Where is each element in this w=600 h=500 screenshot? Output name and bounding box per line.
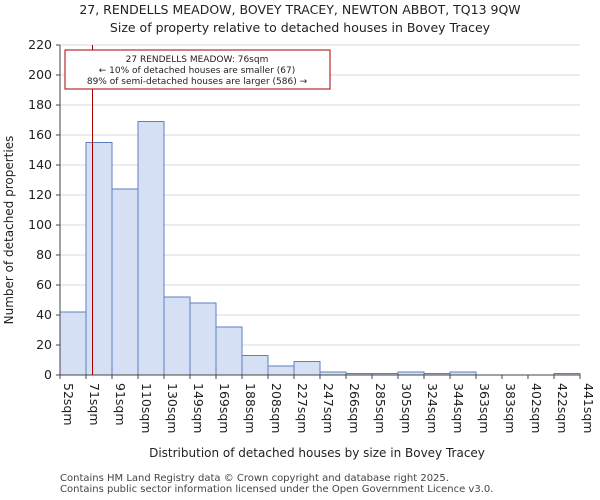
y-tick-label-100: 100	[28, 217, 52, 232]
x-tick-label-91sqm: 91sqm	[113, 383, 128, 426]
y-tick-label-80: 80	[36, 247, 52, 262]
bars	[59, 121, 581, 376]
annotation-line-3: 89% of semi-detached houses are larger (…	[87, 77, 308, 87]
x-tick-label-130sqm: 130sqm	[165, 383, 180, 433]
x-tick-label-285sqm: 285sqm	[373, 383, 388, 433]
bar-227sqm	[293, 361, 321, 376]
x-tick-label-247sqm: 247sqm	[321, 383, 336, 433]
y-tick-label-140: 140	[28, 157, 52, 172]
footer: Contains HM Land Registry data © Crown c…	[60, 473, 493, 495]
y-tick-label-120: 120	[28, 187, 52, 202]
bar-71sqm	[85, 142, 113, 376]
x-tick-label-324sqm: 324sqm	[425, 383, 440, 433]
bar-52sqm	[59, 311, 87, 376]
x-axis-label: Distribution of detached houses by size …	[149, 446, 485, 460]
chart-title: 27, RENDELLS MEADOW, BOVEY TRACEY, NEWTO…	[79, 2, 520, 17]
annotation-line-1: 27 RENDELLS MEADOW: 76sqm	[126, 55, 269, 65]
y-axis-label: Number of detached properties	[2, 136, 16, 325]
x-tick-label-110sqm: 110sqm	[139, 383, 154, 433]
x-tick-label-52sqm: 52sqm	[61, 383, 76, 426]
x-tick-label-363sqm: 363sqm	[477, 383, 492, 433]
x-tick-label-208sqm: 208sqm	[269, 383, 284, 433]
x-tick-label-383sqm: 383sqm	[503, 383, 518, 433]
x-tick-label-422sqm: 422sqm	[555, 383, 570, 433]
y-tick-label-200: 200	[28, 67, 52, 82]
y-axis: 0 20 40 60 80 100 120 140 160 180 200 220	[28, 37, 61, 382]
y-tick-label-40: 40	[36, 307, 52, 322]
annotation-line-2: ← 10% of detached houses are smaller (67…	[99, 66, 296, 76]
bar-169sqm	[215, 326, 243, 376]
x-tick-label-344sqm: 344sqm	[451, 383, 466, 433]
x-tick-label-305sqm: 305sqm	[399, 383, 414, 433]
bar-188sqm	[241, 355, 269, 376]
bar-110sqm	[137, 121, 165, 376]
y-tick-label-60: 60	[36, 277, 52, 292]
bar-130sqm	[163, 296, 191, 376]
y-tick-label-180: 180	[28, 97, 52, 112]
bar-91sqm	[111, 188, 139, 376]
x-tick-label-441sqm: 441sqm	[581, 383, 596, 433]
y-tick-label-220: 220	[28, 37, 52, 52]
x-tick-label-188sqm: 188sqm	[243, 383, 258, 433]
bar-149sqm	[189, 302, 217, 376]
x-tick-label-71sqm: 71sqm	[87, 383, 102, 426]
x-tick-label-227sqm: 227sqm	[295, 383, 310, 433]
x-tick-label-169sqm: 169sqm	[217, 383, 232, 433]
x-tick-label-402sqm: 402sqm	[529, 383, 544, 433]
annotation-box: 27 RENDELLS MEADOW: 76sqm ← 10% of detac…	[64, 49, 331, 90]
x-tick-label-149sqm: 149sqm	[191, 383, 206, 433]
footer-line-1: Contains HM Land Registry data © Crown c…	[60, 473, 449, 484]
x-tick-label-266sqm: 266sqm	[347, 383, 362, 433]
x-axis: 52sqm 71sqm 91sqm 110sqm 130sqm 149sqm 169sqm 1…	[59, 374, 596, 433]
footer-line-2: Contains public sector information licen…	[60, 484, 494, 495]
bar-208sqm	[267, 365, 295, 376]
y-tick-label-160: 160	[28, 127, 52, 142]
chart-subtitle: Size of property relative to detached ho…	[110, 20, 491, 35]
y-tick-label-20: 20	[36, 337, 52, 352]
annotation-frame	[64, 49, 331, 90]
y-tick-label-0: 0	[44, 367, 52, 382]
